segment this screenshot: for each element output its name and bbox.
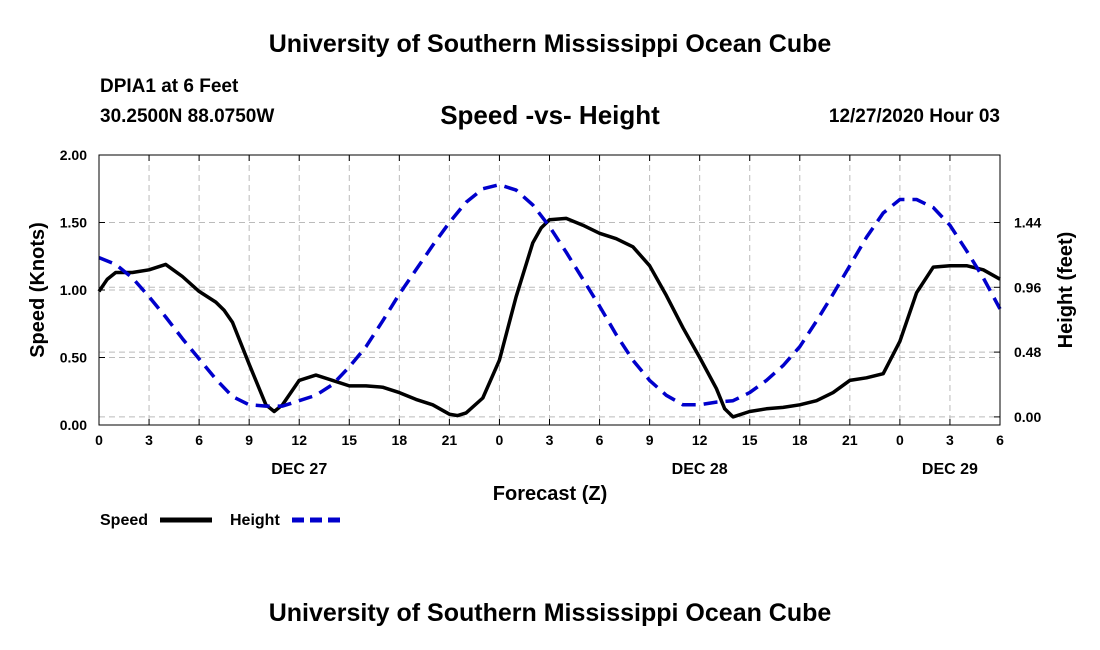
x-tick-label: 12	[692, 432, 708, 448]
y-axis-label: Speed (Knots)	[27, 222, 49, 358]
x-tick-label: 0	[896, 432, 904, 448]
series-height-line	[98, 182, 1002, 408]
x-tick-label: 0	[496, 432, 504, 448]
y-tick-label: 0.50	[60, 350, 87, 366]
plot-frame	[98, 154, 1001, 426]
x-tick-label: 3	[946, 432, 954, 448]
x-tick-label: 6	[596, 432, 604, 448]
x-tick-label: 3	[145, 432, 153, 448]
x-tick-label: 9	[245, 432, 253, 448]
y2-tick-label: 0.48	[1014, 344, 1041, 360]
legend-height-label: Height	[230, 512, 280, 529]
legend: Speed Height	[100, 512, 344, 529]
forecast-timestamp: 12/27/2020 Hour 03	[828, 106, 1000, 127]
x-tick-label: 18	[792, 432, 808, 448]
date-label: DEC 28	[672, 461, 728, 478]
y-tick-label: 1.50	[60, 215, 87, 231]
x-tick-label: 12	[291, 432, 307, 448]
x-tick-label: 6	[195, 432, 203, 448]
y-tick-label: 2.00	[60, 147, 87, 163]
date-label: DEC 27	[271, 461, 327, 478]
x-tick-label: 6	[996, 432, 1004, 448]
y2-tick-label: 1.44	[1014, 215, 1041, 231]
date-label: DEC 29	[922, 461, 978, 478]
y-tick-label: 0.00	[60, 417, 87, 433]
series-speed-line	[97, 216, 1001, 419]
legend-speed-label: Speed	[100, 512, 148, 529]
x-tick-label: 0	[95, 432, 103, 448]
y2-axis-label: Height (feet)	[1055, 232, 1077, 349]
coordinates-label: 30.2500N 88.0750W	[100, 106, 275, 127]
station-label: DPIA1 at 6 Feet	[100, 76, 239, 97]
x-tick-label: 15	[742, 432, 758, 448]
x-tick-label: 18	[392, 432, 408, 448]
y2-tick-label: 0.96	[1014, 279, 1041, 295]
x-tick-label: 3	[546, 432, 554, 448]
y-tick-label: 1.00	[60, 282, 87, 298]
y2-tick-label: 0.00	[1014, 409, 1041, 425]
x-tick-label: 15	[341, 432, 357, 448]
x-tick-label: 21	[842, 432, 858, 448]
footer-title: University of Southern Mississippi Ocean…	[268, 599, 832, 627]
chart-title: Speed -vs- Height	[440, 100, 660, 130]
page-title: University of Southern Mississippi Ocean…	[268, 30, 832, 58]
x-tick-label: 21	[442, 432, 458, 448]
x-axis-label: Forecast (Z)	[493, 483, 607, 505]
x-tick-label: 9	[646, 432, 654, 448]
